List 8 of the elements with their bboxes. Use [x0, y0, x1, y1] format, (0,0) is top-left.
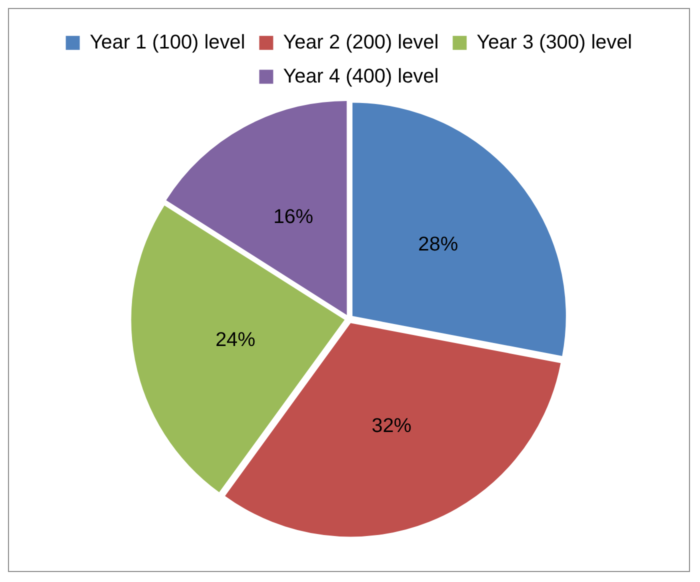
legend-label: Year 1 (100) level: [90, 31, 246, 54]
data-label: 32%: [372, 414, 412, 437]
data-label: 16%: [273, 206, 314, 228]
legend-label: Year 3 (300) level: [476, 31, 632, 54]
legend-label: Year 4 (400) level: [283, 65, 439, 88]
legend-label: Year 2 (200) level: [283, 31, 439, 54]
data-label: 28%: [418, 234, 458, 256]
data-label: 24%: [215, 329, 256, 352]
